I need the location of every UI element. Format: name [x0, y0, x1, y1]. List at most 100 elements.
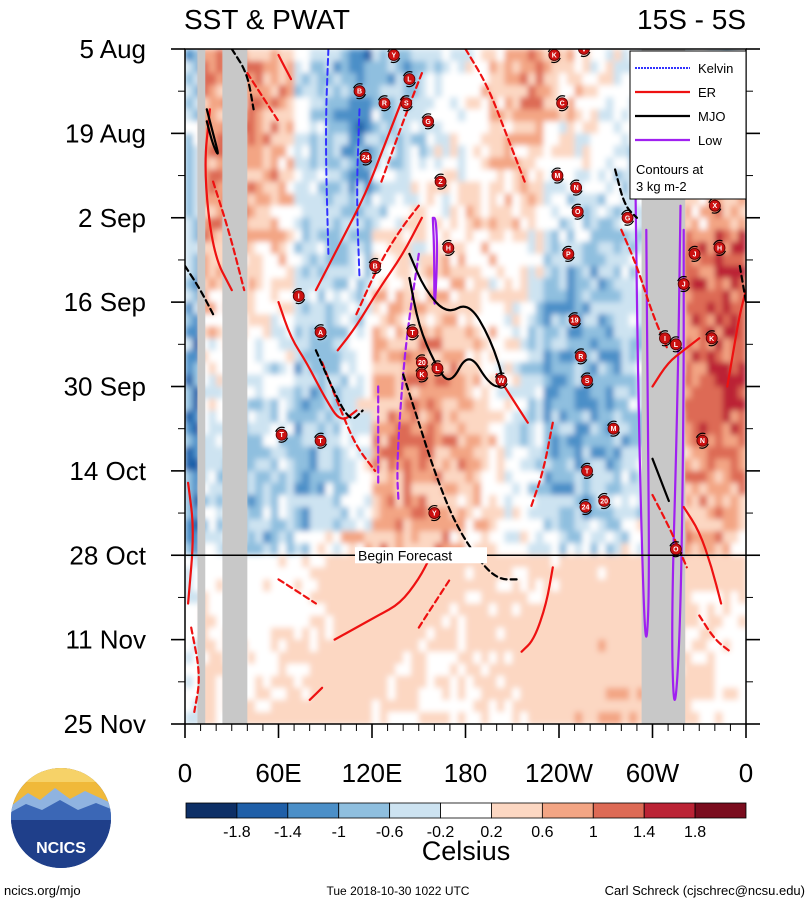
contour-er-13: [333, 554, 433, 641]
x-axis: 0 60E 120E 180 120W 60W 0: [178, 724, 753, 788]
contour-er-15: [520, 566, 554, 653]
legend-label: ER: [698, 85, 716, 100]
legend-label: Kelvin: [698, 61, 733, 76]
storm-label: K: [552, 53, 557, 60]
storm-marker: 24: [578, 498, 593, 516]
contour-er-21: [212, 180, 246, 292]
storm-label: R: [382, 101, 387, 108]
contour-mjo-38: [314, 349, 364, 420]
contour-er-19: [308, 686, 324, 701]
storm-label: G: [425, 119, 431, 126]
colorbar-swatch: [541, 802, 594, 819]
colorbar-swatch: [694, 802, 747, 819]
storm-label: 19: [571, 318, 579, 325]
y-tick-label: 25 Nov: [64, 709, 146, 739]
contour-low-2: [431, 216, 439, 305]
x-tick-label: 120W: [525, 758, 593, 788]
contour-mjo-36: [230, 49, 255, 111]
contour-kelvin-1: [356, 108, 361, 279]
contour-er-20: [246, 72, 280, 123]
colorbar-swatch: [491, 802, 543, 819]
y-tick-label: 2 Sep: [78, 203, 146, 233]
contour-er-18: [726, 289, 746, 388]
colorbar-tick-label: 1: [589, 824, 598, 841]
storm-marker: L: [402, 71, 416, 88]
chart-subtitle: 15S - 5S: [637, 4, 746, 35]
colorbar-swatch: [338, 802, 391, 819]
storm-label: R: [578, 354, 583, 361]
storm-label: W: [498, 378, 505, 385]
storm-label: I: [298, 294, 300, 301]
storm-label: T: [279, 432, 284, 439]
legend: Kelvin ER MJO Low Contours at 3 kg m-2: [629, 50, 747, 200]
colorbar-tick-label: -0.6: [376, 824, 404, 841]
colorbar-tick-label: 0.2: [480, 824, 502, 841]
colorbar-tick-label: 0.6: [531, 824, 553, 841]
storm-label: I: [664, 336, 666, 343]
legend-label: Low: [698, 133, 722, 148]
storm-marker: Y: [387, 49, 401, 64]
contour-er-29: [417, 578, 451, 629]
forecast-label-background: [355, 547, 487, 564]
footer-author: Carl Schreck (cjschrec@ncsu.edu): [605, 883, 805, 898]
y-tick-label: 30 Sep: [64, 372, 146, 402]
contour-er-9: [277, 301, 358, 420]
storm-marker: J: [677, 275, 691, 293]
storm-label: P: [566, 251, 571, 258]
storm-marker: T: [580, 462, 594, 479]
storm-marker: L: [669, 336, 683, 353]
contour-low-6: [671, 204, 685, 701]
legend-item-mjo: MJO: [635, 109, 725, 124]
x-tick-label: 60W: [626, 758, 680, 788]
storm-label: L: [674, 342, 679, 349]
legend-note-line1: Contours at: [636, 162, 704, 177]
storm-label: 20: [418, 360, 426, 367]
storm-label: B: [357, 89, 362, 96]
storm-marker: O: [571, 203, 585, 220]
land-mask-0: [197, 49, 206, 724]
storm-label: 24: [362, 155, 370, 162]
sst-anomaly-field: [185, 49, 746, 724]
storm-marker: Z: [434, 173, 448, 190]
y-tick-label: 28 Oct: [69, 540, 146, 570]
storm-marker: 20: [597, 492, 611, 510]
x-tick-label: 60E: [255, 758, 301, 788]
storm-marker: N: [695, 432, 709, 449]
contour-er-16: [651, 337, 701, 388]
colorbar-swatch: [592, 802, 645, 819]
contour-mjo-33: [205, 108, 219, 155]
forecast-label: Begin Forecast: [358, 547, 452, 563]
storm-label: S: [585, 378, 590, 385]
storm-marker: A: [314, 324, 328, 341]
storm-marker: 24: [359, 149, 373, 166]
contour-er-12: [187, 481, 194, 605]
x-tick-label: 120E: [342, 758, 403, 788]
y-tick-label: 19 Aug: [65, 118, 146, 148]
storm-marker: T: [314, 432, 328, 449]
storm-label: H: [717, 245, 722, 252]
contour-er-28: [277, 578, 317, 605]
storm-label: H: [446, 245, 451, 252]
storm-marker: P: [561, 245, 575, 263]
y-tick-label: 16 Sep: [64, 287, 146, 317]
land-mask-1: [222, 49, 248, 724]
contour-kelvin-0: [325, 49, 330, 255]
legend-label: MJO: [698, 109, 725, 124]
contour-low-5: [634, 180, 650, 638]
colorbar-swatch: [389, 802, 441, 819]
storm-marker: T: [275, 426, 289, 443]
storm-label: T: [318, 438, 323, 445]
storm-label: L: [435, 366, 440, 373]
storm-label: O: [575, 209, 581, 216]
storm-label: K: [419, 372, 424, 379]
storm-label: T: [585, 468, 590, 475]
storm-label: T: [410, 330, 415, 337]
storm-label: Y: [391, 53, 396, 60]
contour-er-30: [620, 228, 670, 352]
storm-marker: J: [688, 245, 702, 263]
storm-marker: N: [569, 179, 583, 196]
colorbar-swatch: [185, 802, 238, 819]
footer-url: ncics.org/mjo: [4, 883, 81, 898]
storm-marker: V: [578, 49, 591, 58]
storm-label: J: [682, 282, 686, 289]
